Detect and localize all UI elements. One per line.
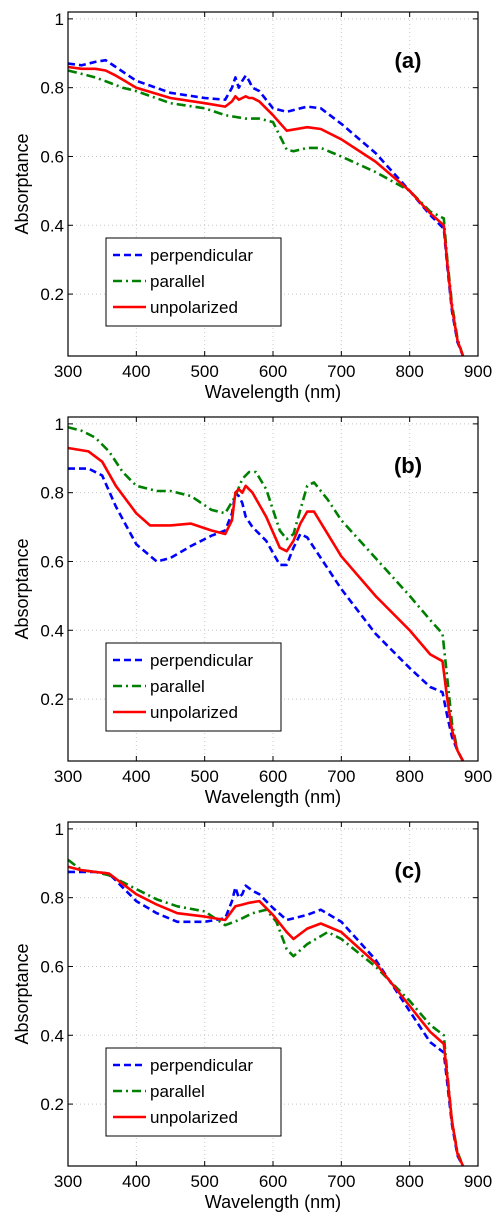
chart-svg-c: 300 400 500 600 700 800 900 0.2 0.4 0.6 0.8 1 Wavele… — [12, 820, 492, 1212]
series-line-perpendicular — [68, 467, 465, 762]
y-tick-label: 0.6 — [40, 552, 64, 571]
series-line-perpendicular — [67, 58, 465, 357]
legend: perpendicular parallel unpolarized — [105, 237, 282, 327]
panel-label: (c) — [395, 858, 422, 883]
x-tick-label: 300 — [54, 767, 82, 786]
legend-label: unpolarized — [150, 298, 238, 317]
y-axis-label: Absorptance — [12, 943, 32, 1044]
x-tick-label: 500 — [190, 1172, 218, 1191]
x-tick-label: 900 — [464, 767, 492, 786]
x-tick-label: 600 — [259, 362, 287, 381]
x-tick-label: 500 — [190, 362, 218, 381]
legend-label: unpolarized — [150, 1108, 238, 1127]
legend: perpendicular parallel unpolarized — [105, 1047, 282, 1137]
x-tick-label: 600 — [259, 1172, 287, 1191]
x-tick-label: 400 — [122, 362, 150, 381]
series-line-perpendicular — [68, 870, 465, 1167]
x-axis-label: Wavelength (nm) — [205, 787, 341, 807]
y-tick-label: 0.4 — [40, 621, 64, 640]
x-tick-label: 700 — [327, 1172, 355, 1191]
series-line-parallel — [67, 858, 465, 1167]
x-tick-label: 700 — [327, 767, 355, 786]
series-line-unpolarized — [67, 65, 465, 357]
chart-svg-a: 300 400 500 600 700 800 900 0.2 0.4 0.6 0.8 1 Wavele… — [12, 10, 492, 402]
x-axis-label: Wavelength (nm) — [205, 1192, 341, 1212]
x-tick-label: 300 — [54, 1172, 82, 1191]
y-tick-label: 0.2 — [40, 285, 64, 304]
x-tick-label: 300 — [54, 362, 82, 381]
series-line-parallel — [67, 426, 465, 762]
series-line-unpolarized — [67, 865, 465, 1167]
chart-svg-b: 300 400 500 600 700 800 900 0.2 0.4 0.6 0.8 1 Wavele… — [12, 415, 492, 807]
y-tick-label: 0.2 — [40, 690, 64, 709]
x-tick-label: 900 — [464, 362, 492, 381]
chart-panel-c: 300 400 500 600 700 800 900 0.2 0.4 0.6 0.8 1 Wavele… — [0, 810, 496, 1215]
chart-panel-b: 300 400 500 600 700 800 900 0.2 0.4 0.6 0.8 1 Wavele… — [0, 405, 496, 810]
y-tick-label: 1 — [55, 415, 64, 434]
panel-label: (b) — [394, 453, 422, 478]
x-tick-label: 600 — [259, 767, 287, 786]
legend-label: unpolarized — [150, 703, 238, 722]
legend-label: parallel — [150, 677, 205, 696]
legend-label: perpendicular — [150, 246, 253, 265]
x-tick-label: 400 — [122, 1172, 150, 1191]
legend-label: perpendicular — [150, 651, 253, 670]
series-line-parallel — [67, 69, 465, 357]
x-tick-label: 500 — [190, 767, 218, 786]
y-tick-label: 0.4 — [40, 1026, 64, 1045]
series-line-unpolarized — [67, 446, 465, 762]
y-tick-label: 0.6 — [40, 957, 64, 976]
legend-label: parallel — [150, 272, 205, 291]
legend: perpendicular parallel unpolarized — [105, 642, 282, 732]
x-tick-label: 800 — [395, 1172, 423, 1191]
y-axis-label: Absorptance — [12, 133, 32, 234]
chart-panel-a: 300 400 500 600 700 800 900 0.2 0.4 0.6 0.8 1 Wavele… — [0, 0, 496, 405]
y-tick-label: 0.8 — [40, 484, 64, 503]
x-tick-label: 400 — [122, 767, 150, 786]
y-tick-label: 0.2 — [40, 1095, 64, 1114]
y-tick-label: 1 — [55, 10, 64, 29]
y-tick-label: 0.8 — [40, 889, 64, 908]
legend-label: parallel — [150, 1082, 205, 1101]
x-axis-label: Wavelength (nm) — [205, 382, 341, 402]
legend-label: perpendicular — [150, 1056, 253, 1075]
y-tick-label: 0.8 — [40, 79, 64, 98]
panel-label: (a) — [395, 48, 422, 73]
y-tick-label: 1 — [55, 820, 64, 839]
y-axis-label: Absorptance — [12, 538, 32, 639]
x-tick-label: 900 — [464, 1172, 492, 1191]
x-tick-label: 800 — [395, 362, 423, 381]
y-tick-label: 0.6 — [40, 147, 64, 166]
x-tick-label: 700 — [327, 362, 355, 381]
y-tick-label: 0.4 — [40, 216, 64, 235]
x-tick-label: 800 — [395, 767, 423, 786]
